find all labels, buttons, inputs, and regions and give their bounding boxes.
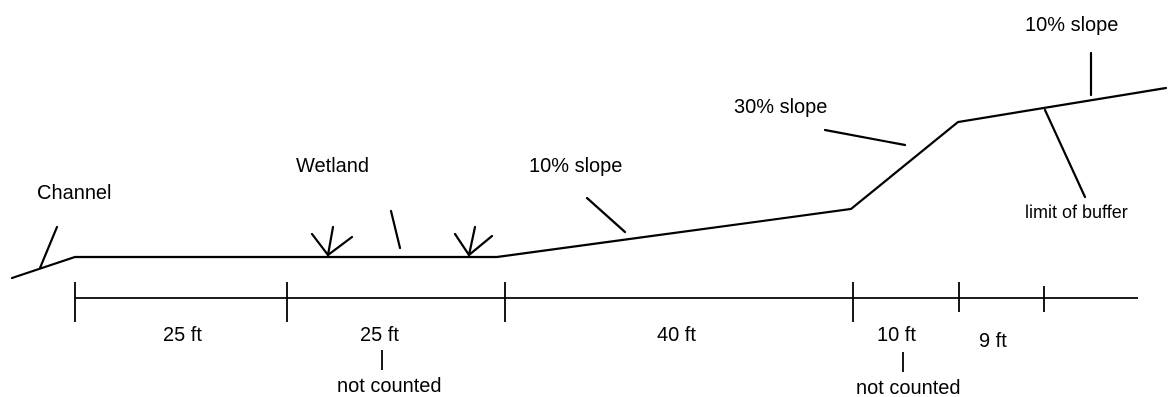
wetland-leader — [389, 209, 402, 250]
slope-mid-label: 30% slope — [734, 96, 827, 118]
wetland-plant-symbol-left — [310, 225, 354, 257]
segment-length-label: 10 ft — [877, 324, 916, 346]
segment-note-label: not counted — [337, 375, 442, 397]
slope-lower-leader — [585, 196, 627, 234]
channel-leader — [38, 225, 59, 270]
channel-label: Channel — [37, 182, 112, 204]
ground-profile-line — [10, 86, 1168, 280]
segment-length-label: 25 ft — [360, 324, 399, 346]
segment-length-label: 40 ft — [657, 324, 696, 346]
limit-of-buffer-leader — [1043, 108, 1087, 199]
wetland-plant-symbol-right — [453, 225, 494, 257]
slope-lower-label: 10% slope — [529, 155, 622, 177]
slope-upper-label: 10% slope — [1025, 14, 1118, 36]
slope-mid-leader — [823, 128, 907, 147]
limit-of-buffer-label: limit of buffer — [1025, 202, 1128, 222]
segment-length-label: 9 ft — [979, 330, 1007, 352]
segment-note-label: not counted — [856, 377, 961, 397]
segment-length-label: 25 ft — [163, 324, 202, 346]
wetland-label: Wetland — [296, 155, 369, 177]
